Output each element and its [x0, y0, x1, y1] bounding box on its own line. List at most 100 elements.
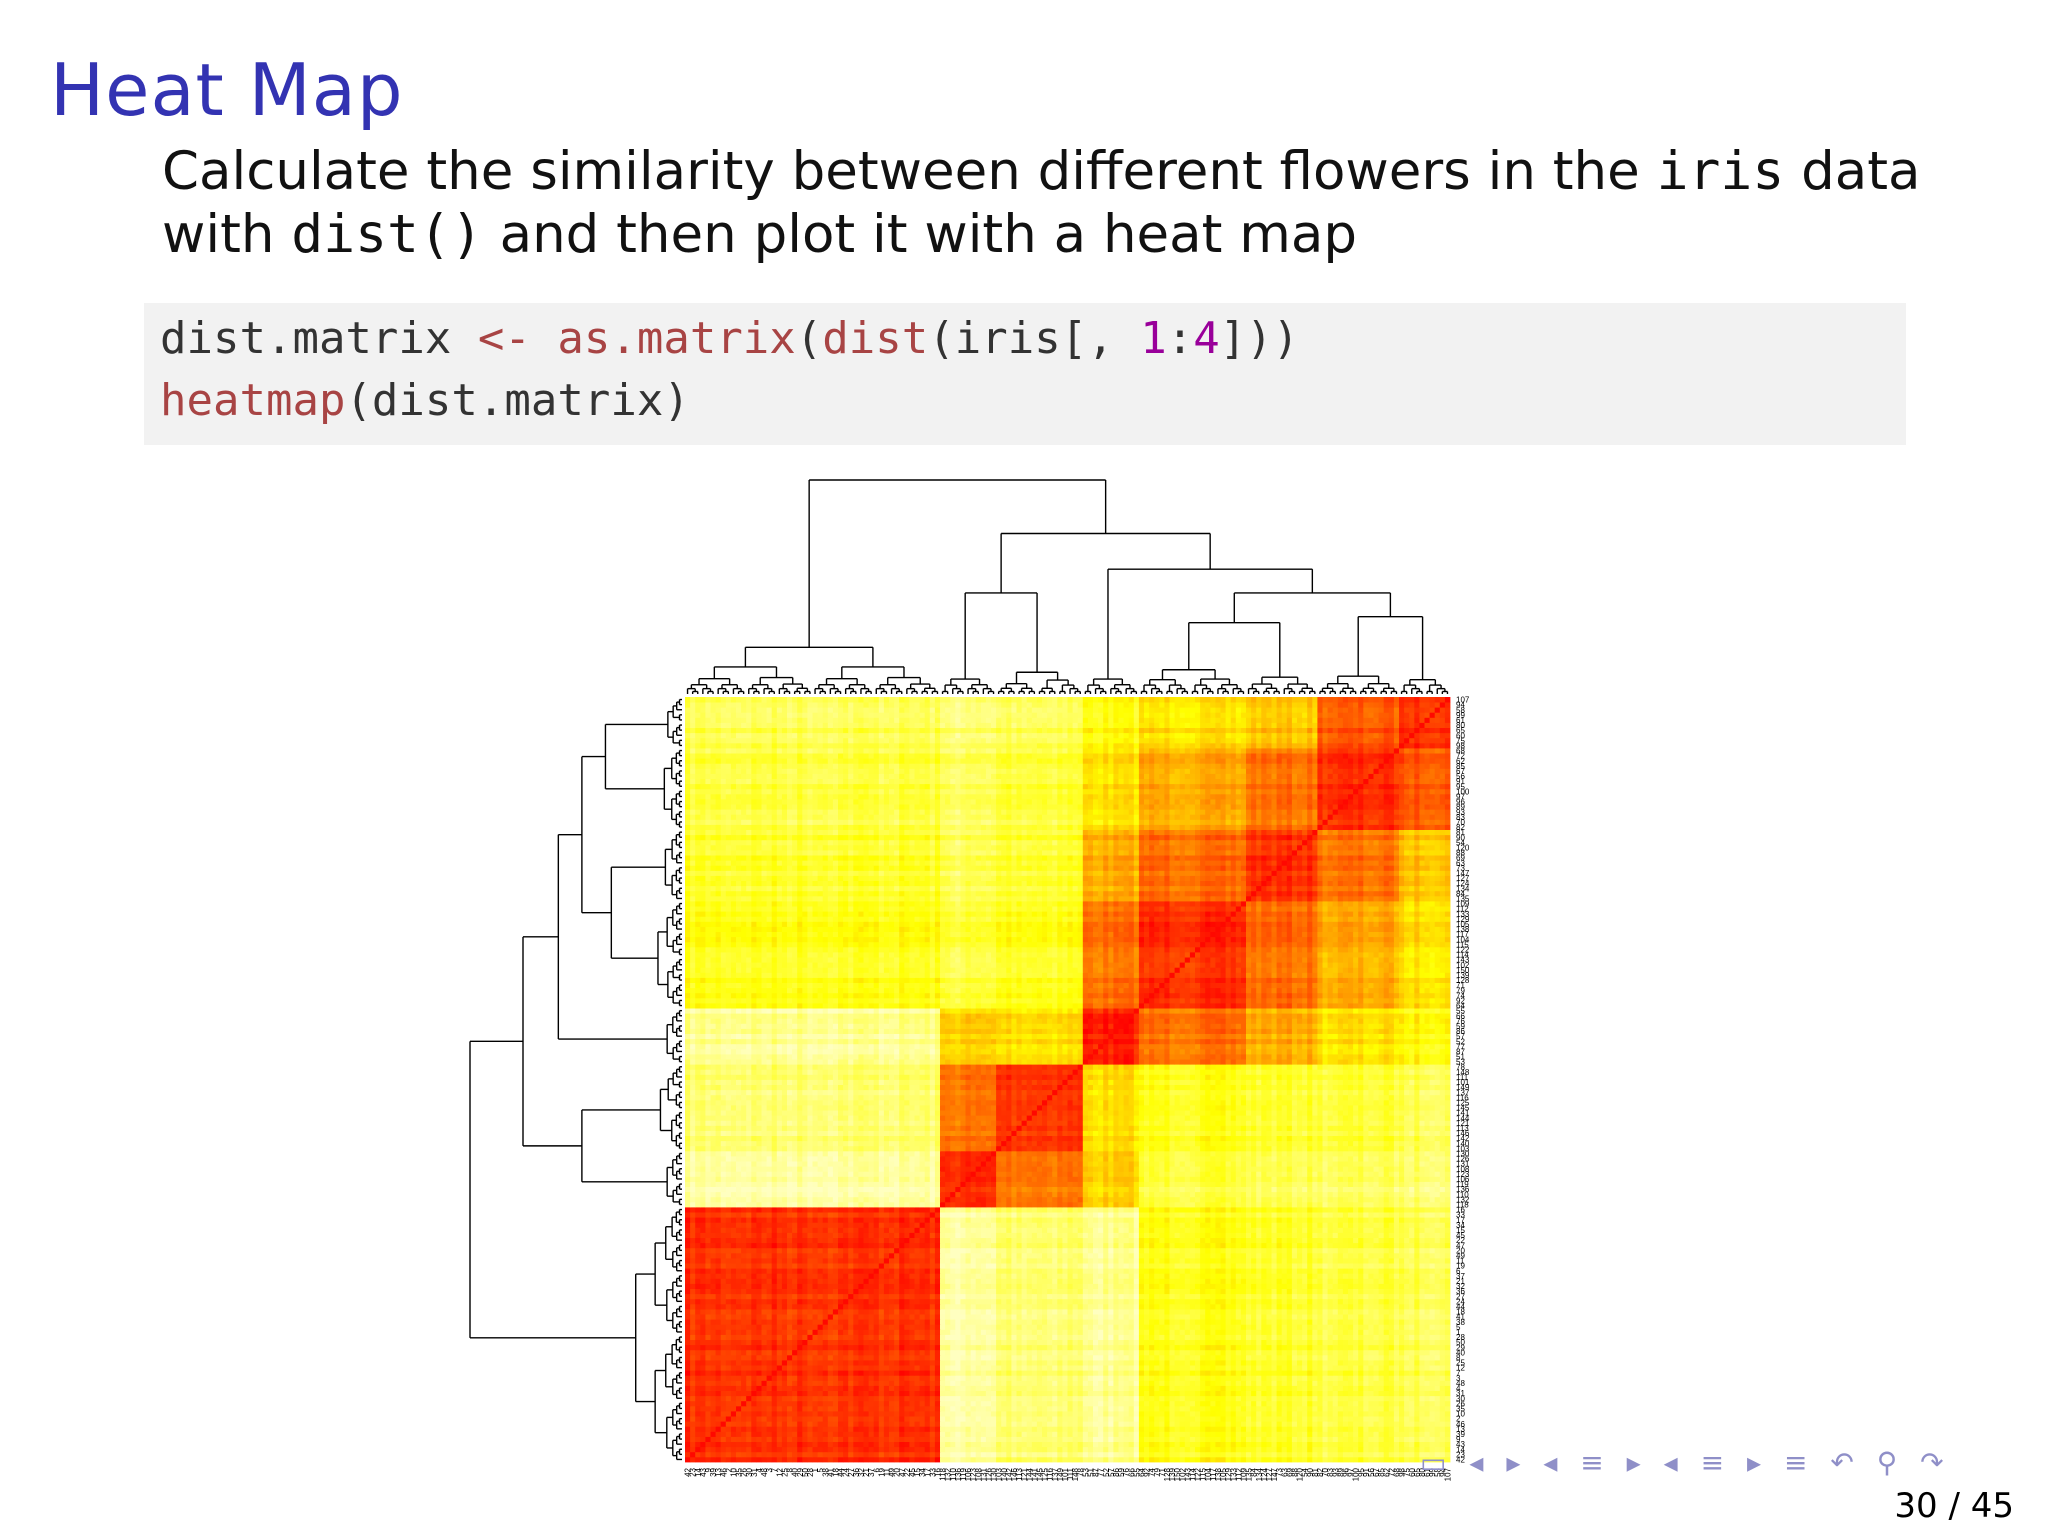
- heatmap-cell: [996, 1421, 1002, 1427]
- heatmap-cell: [827, 1395, 834, 1402]
- heatmap-cell: [807, 1298, 813, 1305]
- heatmap-cell: [1077, 1370, 1084, 1376]
- heatmap-cell: [1393, 1456, 1400, 1463]
- heatmap-cell: [1006, 1405, 1012, 1412]
- heatmap-cell: [1113, 1426, 1119, 1432]
- heatmap-cell: [1286, 1380, 1293, 1386]
- heatmap-cell: [1072, 1390, 1079, 1397]
- heatmap-cell: [1261, 1456, 1267, 1463]
- heatmap-cell: [1388, 1395, 1395, 1402]
- heatmap-cell: [858, 1324, 864, 1330]
- code-fn-dist: dist: [822, 313, 928, 364]
- heatmap-cell: [919, 1411, 926, 1417]
- heatmap-cell: [1052, 1421, 1058, 1427]
- heatmap-cell: [1103, 1349, 1109, 1356]
- heatmap-cell: [1215, 1390, 1221, 1397]
- heatmap-cell: [1312, 1339, 1318, 1346]
- heatmap-cell: [1424, 1334, 1430, 1340]
- heatmap-cell: [1154, 1354, 1160, 1361]
- heatmap-cell: [1016, 1431, 1022, 1437]
- heatmap-cell: [1174, 1390, 1181, 1397]
- heatmap-cell: [1281, 1385, 1288, 1391]
- heatmap-cell: [1393, 1395, 1400, 1402]
- heatmap-cell: [1164, 1349, 1170, 1356]
- heatmap-cell: [812, 1426, 818, 1432]
- heatmap-cell: [1128, 1385, 1135, 1391]
- heatmap-cell: [1404, 1354, 1410, 1361]
- heatmap-cell: [776, 1451, 783, 1458]
- heatmap-cell: [741, 1385, 747, 1391]
- heatmap-cell: [705, 1370, 711, 1376]
- heatmap-cell: [1087, 1405, 1094, 1412]
- heatmap-cell: [695, 1354, 701, 1361]
- heatmap-cell: [685, 1411, 691, 1417]
- heatmap-cell: [934, 1354, 941, 1361]
- heatmap-cell: [812, 1354, 818, 1361]
- heatmap-cell: [1297, 1385, 1303, 1391]
- heatmap-cell: [1021, 1314, 1028, 1320]
- heatmap-cell: [1123, 1324, 1130, 1330]
- heatmap-cell: [1169, 1324, 1175, 1330]
- heatmap-cell: [1098, 1451, 1104, 1458]
- heatmap-cell: [955, 1380, 961, 1386]
- heatmap-cell: [781, 1339, 788, 1346]
- heatmap-cell: [940, 1344, 946, 1351]
- heatmap-cell: [960, 1451, 966, 1458]
- heatmap-cell: [1246, 1298, 1252, 1305]
- heatmap-cell: [1184, 1360, 1191, 1366]
- heatmap-cell: [1312, 1426, 1318, 1432]
- heatmap-cell: [1276, 1334, 1283, 1340]
- heatmap-cell: [1261, 1339, 1267, 1346]
- heatmap-cell: [1062, 1446, 1068, 1453]
- heatmap-cell: [1261, 1365, 1267, 1371]
- heatmap-cell: [904, 1303, 910, 1310]
- heatmap-cell: [1378, 1436, 1385, 1442]
- heatmap-cell: [1409, 1339, 1415, 1346]
- heatmap-cell: [940, 1314, 946, 1320]
- heatmap-cell: [1169, 1375, 1175, 1381]
- heatmap-cell: [710, 1298, 716, 1305]
- heatmap-cell: [1342, 1451, 1349, 1458]
- heatmap-cell: [985, 1354, 992, 1361]
- heatmap-cell: [1251, 1385, 1257, 1391]
- heatmap-cell: [1419, 1431, 1425, 1437]
- heatmap-cell: [1240, 1339, 1247, 1346]
- heatmap-cell: [955, 1456, 961, 1463]
- heatmap-cell: [929, 1324, 936, 1330]
- heatmap-cell: [1286, 1319, 1293, 1325]
- heatmap-cell: [1103, 1324, 1109, 1330]
- heatmap-cell: [1113, 1298, 1119, 1305]
- heatmap-cell: [1195, 1436, 1201, 1442]
- heatmap-cell: [1322, 1344, 1328, 1351]
- heatmap-cell: [1327, 1416, 1334, 1422]
- heatmap-cell: [975, 1385, 982, 1391]
- heatmap-cell: [781, 1319, 788, 1325]
- heatmap-cell: [1291, 1416, 1298, 1422]
- heatmap-cell: [904, 1411, 910, 1417]
- heatmap-cell: [1291, 1349, 1298, 1356]
- heatmap-cell: [1220, 1360, 1226, 1366]
- heatmap-cell: [1322, 1360, 1328, 1366]
- heatmap-cell: [1138, 1431, 1145, 1437]
- heatmap-cell: [1327, 1431, 1334, 1437]
- heatmap-cell: [1297, 1456, 1303, 1463]
- heatmap-cell: [965, 1349, 971, 1356]
- heatmap-cell: [1098, 1314, 1104, 1320]
- heatmap-cell: [756, 1436, 762, 1442]
- heatmap-cell: [1388, 1334, 1395, 1340]
- heatmap-cell: [1444, 1395, 1451, 1402]
- heatmap-cell: [1210, 1309, 1216, 1315]
- heatmap-cell: [725, 1360, 732, 1366]
- heatmap-cell: [802, 1446, 808, 1453]
- heatmap-cell: [878, 1365, 885, 1371]
- heatmap-cell: [1251, 1334, 1257, 1340]
- heatmap-cell: [771, 1395, 778, 1402]
- heatmap-cell: [1133, 1360, 1140, 1366]
- heatmap-cell: [736, 1293, 742, 1300]
- heatmap-cell: [1322, 1298, 1328, 1305]
- heatmap-cell: [904, 1324, 910, 1330]
- heatmap-cell: [1144, 1375, 1150, 1381]
- heatmap-cell: [751, 1400, 757, 1407]
- heatmap-cell: [1072, 1395, 1079, 1402]
- heatmap-cell: [1138, 1319, 1145, 1325]
